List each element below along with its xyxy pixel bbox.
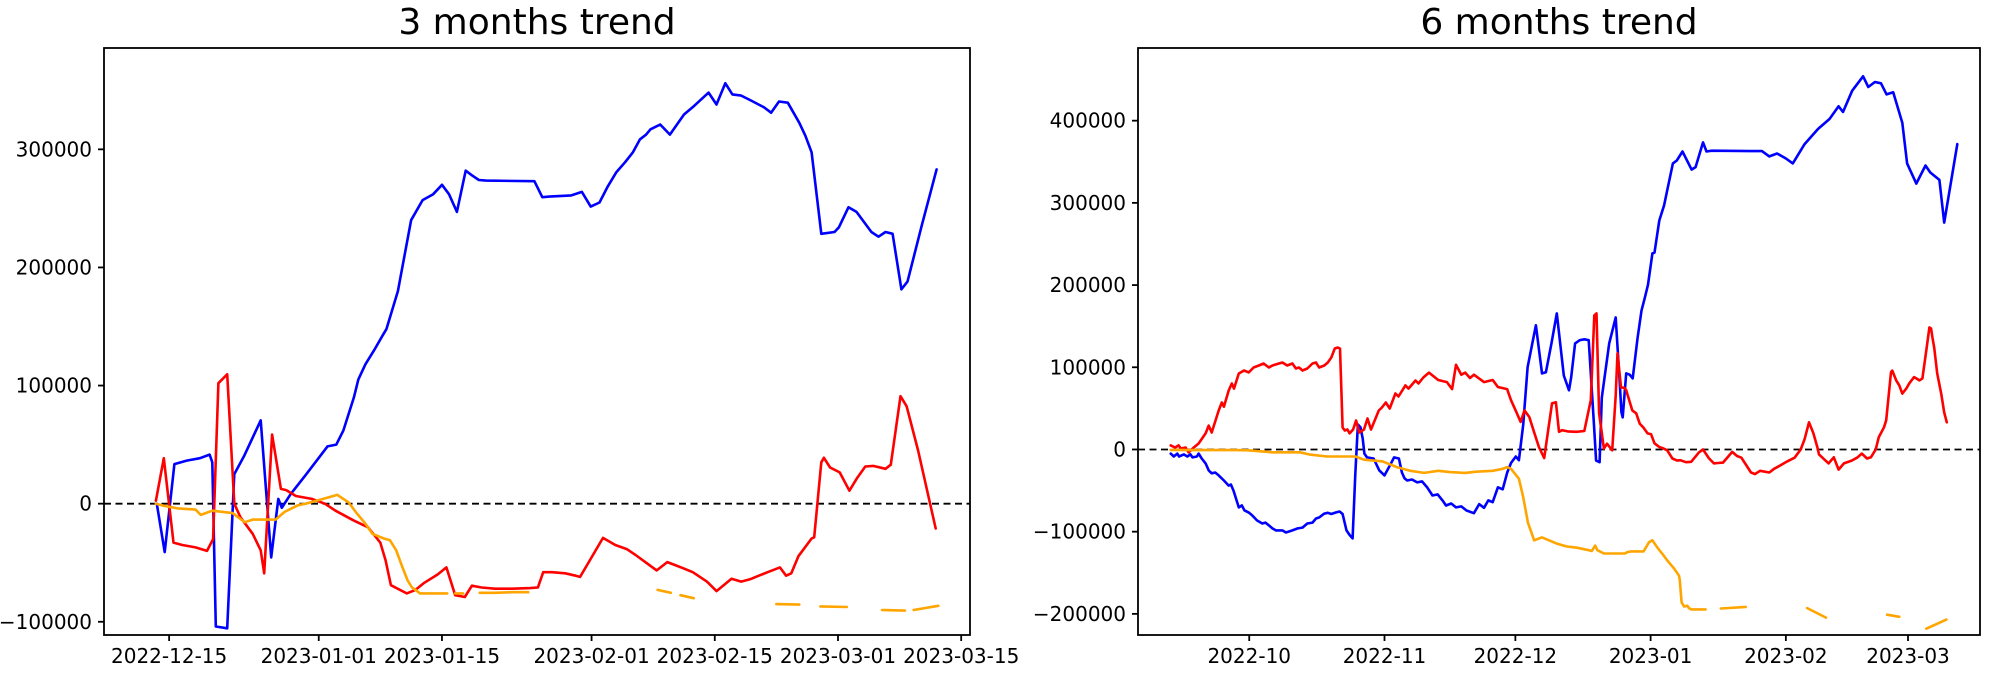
left-chart-red-line (154, 372, 938, 599)
right-chart-y-tick-label: 0 (1113, 437, 1126, 461)
left-chart-x-tick-label: 2022-12-15 (111, 644, 227, 668)
right-chart-y-tick-label: −100000 (1033, 520, 1126, 544)
left-chart-x-tick-label: 2023-02-15 (657, 644, 773, 668)
right-chart-orange-line-segment-1 (1719, 605, 1747, 610)
right-chart-orange-line-segment-2 (1805, 606, 1828, 619)
left-chart-orange-line-segment-7 (880, 608, 907, 612)
left-chart-orange-line-segment-2 (478, 590, 530, 595)
left-chart-orange-line-segment-6 (819, 605, 849, 609)
left-chart-x-tick-label: 2023-03-01 (780, 644, 896, 668)
right-chart-title: 6 months trend (1420, 2, 1698, 43)
left-chart-y-tick-label: −100000 (0, 610, 92, 634)
right-chart-blue-line (1169, 75, 1959, 540)
left-chart-blue-line (155, 81, 938, 630)
right-chart-x-tick-label: 2022-12 (1474, 644, 1558, 668)
right-chart-x-tick-label: 2023-02 (1744, 644, 1828, 668)
left-chart-y-tick-label: 0 (79, 492, 92, 516)
left-chart-orange-line-segment-0 (154, 493, 449, 595)
left-chart-x-tick-label: 2023-02-01 (533, 644, 649, 668)
right-chart-y-tick-label: 400000 (1050, 109, 1126, 133)
right-chart-y-tick-label: 300000 (1050, 191, 1126, 215)
left-chart-x-tick-label: 2023-01-01 (261, 644, 377, 668)
right-chart-x-tick-label: 2023-03 (1866, 644, 1950, 668)
right-chart-x-tick-label: 2022-10 (1207, 644, 1291, 668)
left-chart-y-tick-label: 100000 (16, 374, 92, 398)
right-chart-y-tick-label: 100000 (1050, 355, 1126, 379)
left-chart-orange-line-segment-8 (912, 604, 940, 612)
left-chart-orange-line-segment-4 (679, 593, 696, 600)
left-chart-title: 3 months trend (398, 2, 676, 43)
left-chart-y-tick-label: 300000 (16, 137, 92, 161)
right-chart-y-tick-label: 200000 (1050, 273, 1126, 297)
left-chart-x-tick-label: 2023-03-15 (903, 644, 1019, 668)
left-chart-orange-line-segment-3 (656, 588, 673, 595)
right-chart-plot-border (1137, 47, 1981, 636)
right-chart-red-line (1169, 312, 1949, 476)
left-chart-plot-border (103, 47, 971, 636)
right-chart-orange-line-segment-4 (1925, 618, 1948, 631)
right-chart-x-tick-label: 2023-01 (1609, 644, 1693, 668)
right-chart-orange-line-segment-0 (1169, 448, 1707, 611)
left-chart-orange-line-segment-5 (775, 602, 801, 606)
right-chart-y-tick-label: −200000 (1033, 602, 1126, 626)
right-chart-orange-line-segment-3 (1885, 613, 1901, 619)
right-chart-x-tick-label: 2022-11 (1343, 644, 1427, 668)
left-chart-y-tick-label: 200000 (16, 255, 92, 279)
left-chart-x-tick-label: 2023-01-15 (384, 644, 500, 668)
